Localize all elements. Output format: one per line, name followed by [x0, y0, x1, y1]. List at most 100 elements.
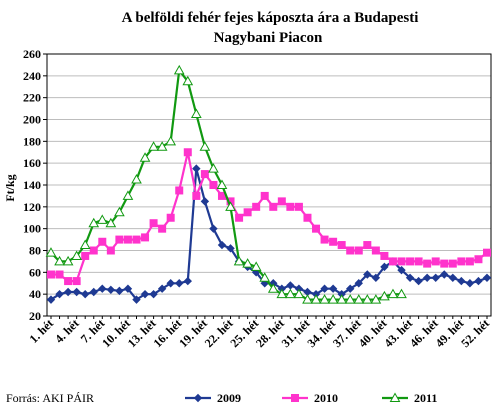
data-point-2010: [371, 246, 380, 255]
data-point-2009: [482, 273, 492, 282]
data-point-2010: [243, 208, 252, 217]
data-point-2010: [260, 191, 269, 200]
data-point-2011: [96, 214, 108, 224]
data-point-2010: [158, 224, 167, 233]
data-point-2011: [139, 152, 151, 162]
data-point-2011: [302, 294, 313, 304]
data-point-2010: [448, 259, 457, 268]
x-tick-label: 4. hét: [52, 316, 82, 346]
grid-lines: [47, 75, 491, 295]
data-point-2009: [140, 289, 150, 299]
data-point-2011: [165, 135, 177, 146]
y-tick-label: 180: [23, 134, 41, 148]
plot-area-frame: [46, 53, 492, 317]
data-point-2011: [105, 217, 117, 228]
data-point-2011: [336, 294, 348, 304]
data-point-2009: [98, 284, 107, 293]
x-tick-label: 16. hét: [150, 316, 184, 350]
data-point-2009: [80, 289, 90, 299]
data-point-2009: [200, 197, 210, 206]
data-point-2009: [320, 284, 329, 293]
data-point-2010: [354, 246, 363, 255]
chart-subtitle: Nagybani Piacon: [214, 30, 323, 46]
data-point-2011: [353, 294, 365, 304]
data-point-2009: [55, 289, 64, 299]
legend-marker-2011: [389, 392, 401, 402]
data-point-2011: [131, 174, 142, 184]
data-point-2011: [114, 206, 125, 217]
data-point-2011: [45, 247, 57, 257]
data-point-2009: [380, 262, 389, 272]
x-tick-label: 37. hét: [330, 316, 364, 350]
data-point-2010: [474, 255, 483, 264]
data-point-2011: [259, 272, 271, 282]
data-point-2011: [88, 217, 100, 228]
data-point-2009: [46, 295, 56, 304]
data-point-2011: [310, 294, 322, 304]
data-point-2011: [216, 179, 228, 189]
data-point-2009: [123, 284, 133, 293]
data-point-2011: [319, 294, 330, 304]
data-point-2011: [148, 141, 159, 151]
data-point-2011: [122, 190, 134, 200]
data-point-2010: [106, 246, 115, 255]
series-line-2010: [51, 152, 488, 283]
legend-label-2010: 2010: [314, 391, 338, 405]
y-tick-label: 120: [23, 200, 41, 214]
legend: 2009 2010 2011: [185, 391, 437, 405]
data-point-2009: [183, 276, 192, 286]
data-point-2009: [457, 276, 466, 286]
data-point-2010: [192, 191, 201, 200]
data-point-2010: [363, 241, 372, 250]
data-point-2010: [294, 202, 303, 211]
data-point-2010: [81, 251, 90, 260]
data-point-2011: [379, 290, 390, 301]
data-point-2010: [388, 257, 397, 266]
data-point-2011: [71, 250, 83, 260]
x-tick-label: 43. hét: [381, 316, 415, 350]
data-point-2011: [225, 201, 236, 211]
x-tick-label: 31. hét: [279, 316, 313, 350]
data-point-2009: [286, 281, 295, 290]
data-point-2010: [286, 202, 295, 211]
data-point-2009: [474, 276, 483, 286]
data-point-2009: [72, 287, 81, 297]
data-point-2011: [62, 255, 74, 266]
data-point-2010: [209, 181, 218, 189]
data-point-2011: [267, 283, 279, 293]
data-point-2010: [123, 235, 132, 244]
data-point-2011: [396, 288, 407, 299]
data-point-2010: [312, 224, 321, 233]
x-tick-label: 34. hét: [304, 316, 338, 350]
data-point-2011: [285, 288, 296, 299]
data-point-2011: [250, 261, 262, 271]
data-point-2009: [226, 244, 235, 253]
data-point-2010: [269, 202, 278, 211]
data-point-2010: [132, 235, 141, 244]
data-point-2010: [329, 237, 338, 246]
data-point-2009: [405, 273, 415, 282]
data-point-2009: [465, 279, 475, 288]
data-point-2009: [354, 279, 363, 288]
y-tick-label: 100: [23, 222, 41, 236]
x-tick-label: 28. hét: [253, 316, 287, 350]
data-point-2010: [149, 219, 158, 228]
data-point-2010: [64, 277, 73, 286]
data-point-2009: [328, 284, 338, 293]
data-point-2011: [173, 64, 185, 75]
chart-title: A belföldi fehér fejes káposzta ára a Bu…: [122, 10, 419, 26]
data-point-2010: [47, 270, 55, 279]
data-point-2010: [320, 235, 329, 244]
source-note: Forrás: AKI PÁIR: [6, 391, 95, 405]
data-point-2010: [98, 237, 107, 246]
y-tick-label: 260: [23, 47, 41, 61]
data-point-2011: [387, 288, 399, 299]
x-tick-label: 22. hét: [202, 316, 236, 350]
data-point-2010: [183, 148, 192, 157]
data-point-2011: [199, 141, 211, 151]
data-point-2010: [55, 270, 64, 279]
data-point-2010: [72, 277, 81, 286]
data-point-2010: [166, 213, 175, 222]
data-point-2010: [115, 235, 124, 244]
